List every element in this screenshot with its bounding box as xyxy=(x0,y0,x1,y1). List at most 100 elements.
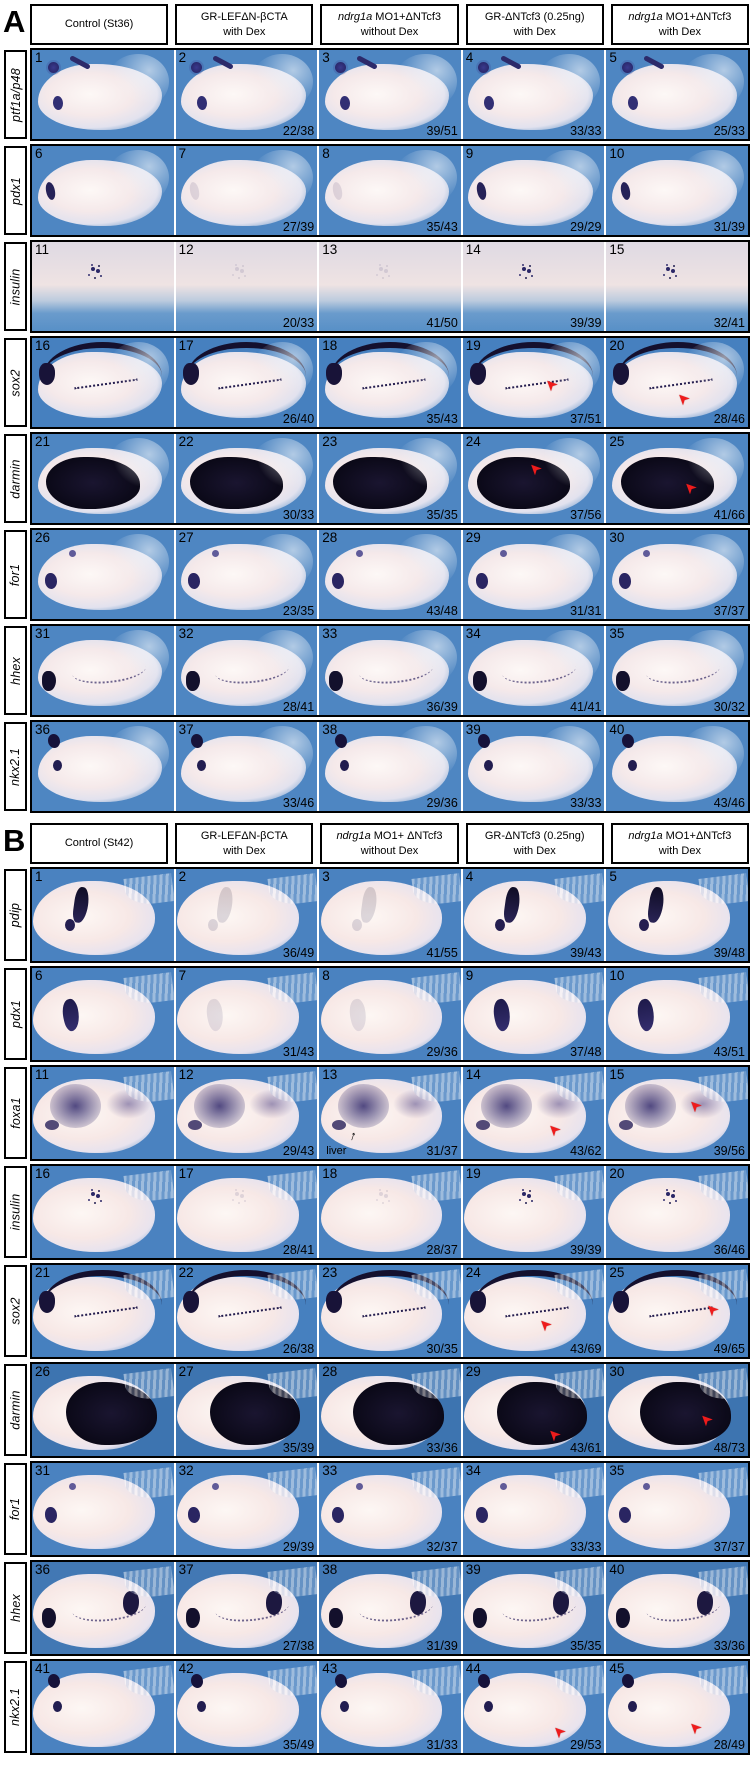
stain-spot xyxy=(329,1608,344,1628)
embryo-image-cell: 20 36/46 xyxy=(606,1166,748,1258)
phenotype-count: 32/37 xyxy=(426,1540,458,1554)
cell-number: 26 xyxy=(35,530,51,545)
stain-spot xyxy=(334,734,347,749)
embryo-image xyxy=(319,338,461,427)
column-headers: Control (St42) GR-LEFΔN-βCTA with Dex ndrg1… xyxy=(30,823,750,864)
column-header-line1: ndrg1a MO1+ΔNTcf3 xyxy=(615,10,745,24)
stain-spot xyxy=(187,180,202,201)
stain-spot xyxy=(359,886,379,925)
stain-spot xyxy=(186,1269,306,1340)
column-header-line1: ndrg1a MO1+ ΔNTcf3 xyxy=(324,829,454,843)
column-header: GR-ΔNTcf3 (0.25ng) with Dex xyxy=(465,823,604,864)
phenotype-count: 31/43 xyxy=(282,1045,315,1059)
stain-spot xyxy=(627,760,637,772)
stain-spot xyxy=(43,1269,163,1340)
gene-row-label: nkx2.1 xyxy=(3,1659,30,1755)
embryo-image-cell: 34 33/33 xyxy=(462,1463,605,1555)
embryo-image xyxy=(463,530,605,619)
embryo-image-cell: 36 xyxy=(32,1562,174,1654)
cell-number: 24 xyxy=(465,434,481,449)
cell-number: 7 xyxy=(178,146,187,161)
embryo-image-cell: 39 35/35 xyxy=(462,1562,605,1654)
gene-name: sox2 xyxy=(8,368,23,397)
embryo-image-cell: 7 27/39 xyxy=(175,146,318,235)
column-header: GR-LEFΔN-βCTA with Dex xyxy=(175,4,314,45)
phenotype-count: 35/49 xyxy=(282,1738,315,1752)
stain-spot xyxy=(475,1120,490,1131)
stain-spot xyxy=(68,549,76,557)
phenotype-count: 33/46 xyxy=(282,796,315,810)
gene-label-box: insulin xyxy=(4,242,27,331)
embryo-image xyxy=(32,626,174,715)
gene-name: nkx2.1 xyxy=(8,1687,23,1727)
gene-label-box: for1 xyxy=(4,530,27,619)
stain-spot xyxy=(214,654,290,687)
embryo-image-cell: 43 31/33 xyxy=(319,1661,461,1753)
phenotype-count: 48/73 xyxy=(713,1441,745,1455)
stain-spot xyxy=(212,549,220,557)
cell-number: 1 xyxy=(35,869,43,884)
phenotype-count: 27/38 xyxy=(282,1639,315,1653)
panel-b-header-row: B Control (St42) GR-LEFΔN-βCTA with Dex ndrg… xyxy=(3,823,750,864)
embryo-image-cell: 25 49/65 ➤ xyxy=(606,1265,748,1357)
phenotype-count: 31/39 xyxy=(426,1639,458,1653)
cell-number: 16 xyxy=(35,338,51,353)
cell-number: 12 xyxy=(178,242,194,257)
gene-label-box: insulin xyxy=(4,1166,27,1258)
stain-spot xyxy=(621,734,634,749)
embryo-image-cell: 10 43/51 xyxy=(606,968,748,1060)
column-header-line2: without Dex xyxy=(360,25,419,38)
phenotype-count: 43/46 xyxy=(713,796,745,810)
cell-number: 33 xyxy=(322,626,338,641)
column-header-line1: ndrg1a MO1+ΔNTcf3 xyxy=(615,829,745,843)
stain-spot xyxy=(619,1120,634,1131)
embryo-image-cell: 32 29/39 xyxy=(175,1463,318,1555)
stain-spot xyxy=(182,1290,199,1313)
phenotype-count: 43/48 xyxy=(426,604,458,618)
cell-number: 42 xyxy=(178,1661,194,1676)
phenotype-count: 31/33 xyxy=(426,1738,458,1752)
stain-spot xyxy=(191,1673,204,1688)
phenotype-count: 35/43 xyxy=(426,412,458,426)
phenotype-count: 28/41 xyxy=(282,700,315,714)
cell-number: 36 xyxy=(35,1562,51,1577)
embryo-image xyxy=(606,1661,748,1753)
stain-spot xyxy=(249,1089,295,1119)
embryo-image-cell: 40 43/46 xyxy=(606,722,748,811)
embryo-image-cell: 11 xyxy=(32,242,174,331)
column-header-text: ndrg1a xyxy=(336,830,371,843)
embryo-image-cell: 15 39/56 ➤ xyxy=(606,1067,748,1159)
stain-spot xyxy=(627,96,638,111)
cell-number: 22 xyxy=(178,434,194,449)
gene-row-darmin: darmin 21 22 30/33 23 35/35 24 37/56 ➤ 25 41/66 ➤ xyxy=(3,432,750,525)
embryo-image-cell: 12 20/33 xyxy=(175,242,318,331)
cell-number: 29 xyxy=(465,530,481,545)
cell-number: 30 xyxy=(609,1364,625,1379)
embryo-image xyxy=(463,968,605,1060)
embryo-image-cell: 32 28/41 xyxy=(175,626,318,715)
column-header-text: ndrg1a xyxy=(337,11,373,24)
image-row-cells: 6 7 31/43 8 29/36 9 37/48 10 43/51 xyxy=(30,966,750,1062)
cell-number: 16 xyxy=(35,1166,51,1181)
stain-spot xyxy=(188,1507,201,1524)
stain-spot xyxy=(617,342,737,410)
embryo-image-cell: 38 29/36 xyxy=(319,722,461,811)
embryo-image-cell: 39 33/33 xyxy=(462,722,605,811)
gene-row-nkx21: nkx2.1 41 42 35/49 43 31/33 44 29/53 ➤ 45 28/49 ➤ xyxy=(3,1659,750,1755)
embryo-image-cell: 4 39/43 xyxy=(462,869,605,961)
cell-number: 3 xyxy=(322,50,330,65)
embryo-image xyxy=(176,626,318,715)
column-header-text: MO1+ ΔNTcf3 xyxy=(370,830,443,843)
embryo-image xyxy=(463,50,605,139)
gene-row-label: pdx1 xyxy=(3,966,30,1062)
embryo-image xyxy=(176,1562,318,1654)
embryo-image xyxy=(606,242,748,331)
phenotype-count: 36/39 xyxy=(426,700,458,714)
phenotype-count: 39/43 xyxy=(570,946,602,960)
stain-spot xyxy=(499,1483,507,1491)
cell-number: 23 xyxy=(322,434,338,449)
annotation-label: liver xyxy=(326,1145,347,1157)
gene-name: insulin xyxy=(8,268,23,305)
stain-spot xyxy=(235,1191,240,1196)
